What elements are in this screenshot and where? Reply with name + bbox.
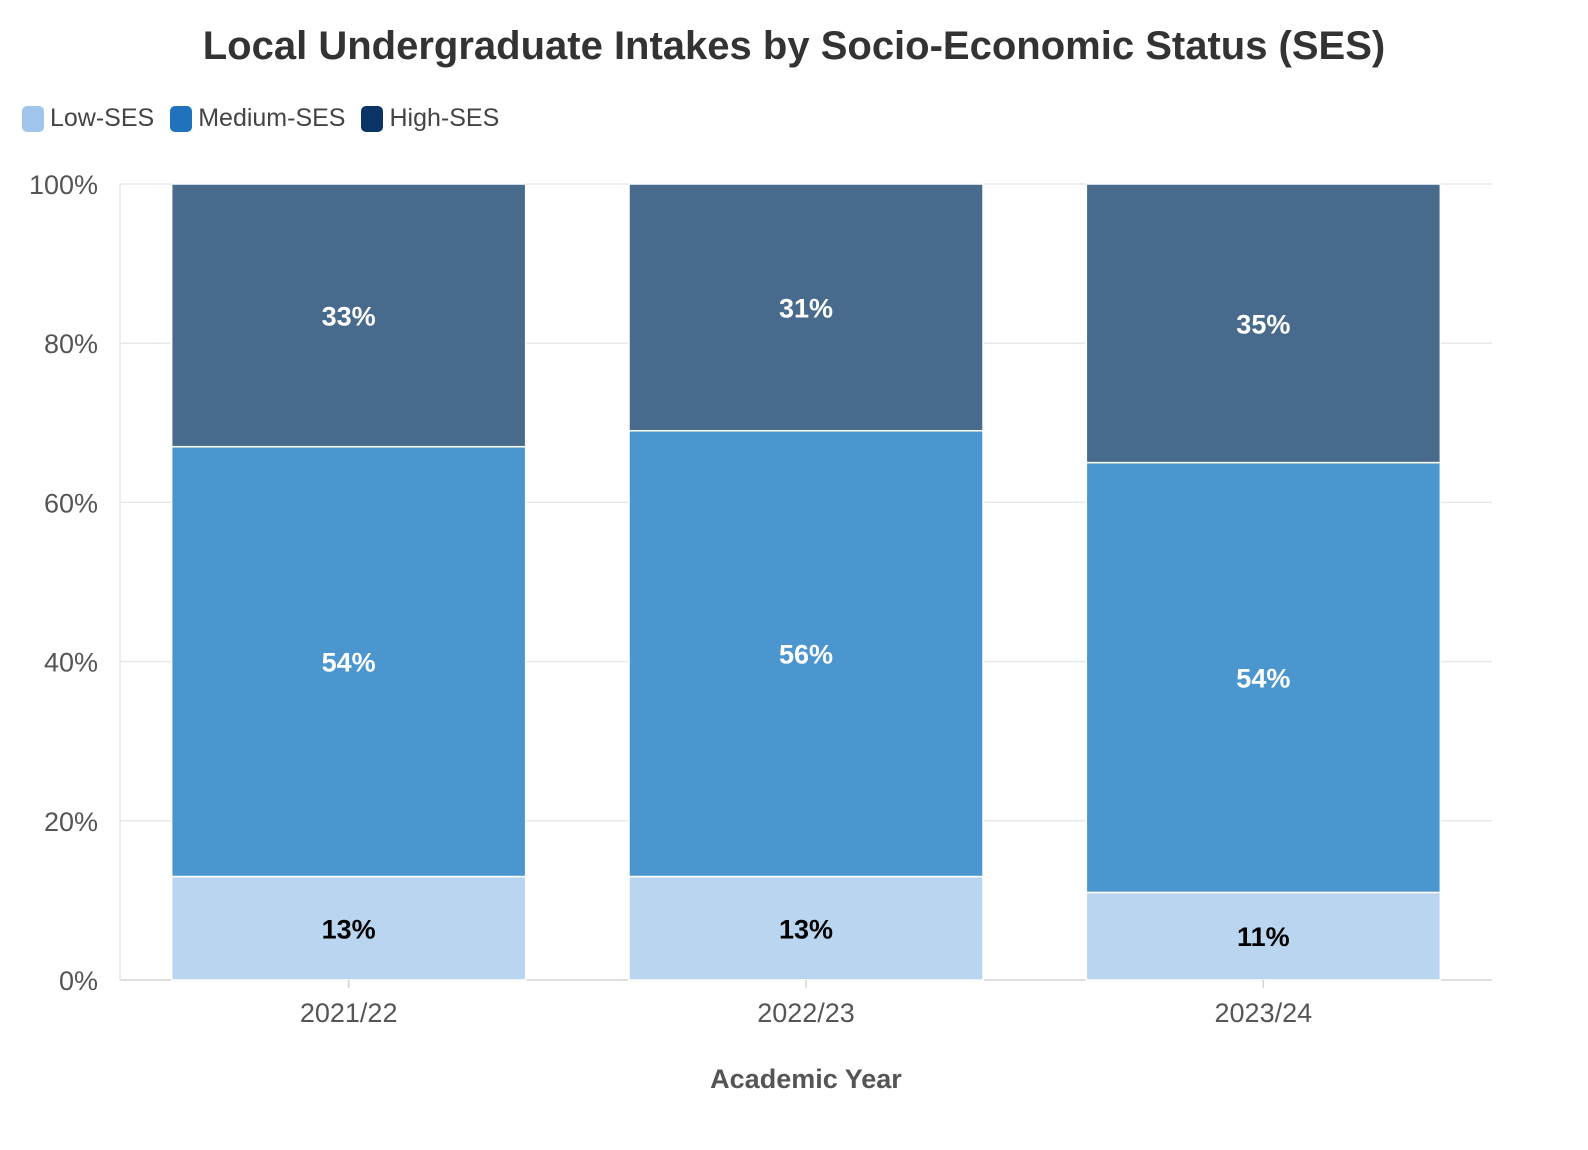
- legend-label-medium-ses: Medium-SES: [198, 104, 346, 132]
- data-label: 13%: [322, 914, 376, 944]
- legend-swatch-high-ses: [361, 105, 384, 132]
- y-tick-label: 40%: [44, 648, 98, 678]
- data-label: 54%: [1236, 664, 1290, 694]
- data-label: 35%: [1236, 309, 1290, 339]
- legend-item-medium-ses[interactable]: Medium-SES: [170, 104, 345, 133]
- legend-item-high-ses[interactable]: High-SES: [361, 104, 499, 133]
- y-tick-label: 20%: [44, 807, 98, 837]
- bar-segment-medium-ses: [170, 445, 527, 878]
- bar-segment-high-ses: [1085, 183, 1442, 464]
- data-label: 11%: [1237, 922, 1290, 952]
- x-tick-label: 2023/24: [1215, 998, 1313, 1028]
- chart-title: Local Undergraduate Intakes by Socio-Eco…: [202, 24, 1386, 68]
- legend-swatch-medium-ses: [170, 105, 193, 132]
- data-label: 33%: [322, 301, 376, 331]
- bar-segment-low-ses: [1085, 891, 1442, 981]
- bar-segment-medium-ses: [628, 430, 984, 878]
- data-label: 31%: [779, 293, 833, 323]
- data-label: 56%: [779, 640, 833, 670]
- legend-swatch-low-ses: [22, 105, 44, 132]
- legend-label-low-ses: Low-SES: [50, 104, 155, 132]
- data-label: 13%: [779, 914, 833, 944]
- data-label: 54%: [322, 648, 376, 678]
- legend-label-high-ses: High-SES: [389, 104, 500, 132]
- bar-segment-high-ses: [628, 183, 984, 432]
- bar-segment-low-ses: [628, 875, 984, 981]
- bar-segment-high-ses: [170, 183, 527, 448]
- y-tick-label: 60%: [44, 488, 98, 518]
- legend: Low-SES Medium-SES High-SES: [22, 104, 499, 133]
- y-tick-label: 100%: [29, 170, 98, 200]
- x-tick-label: 2022/23: [757, 998, 855, 1028]
- bar-segment-low-ses: [170, 875, 527, 981]
- legend-item-low-ses[interactable]: Low-SES: [22, 104, 154, 133]
- x-axis-title: Academic Year: [710, 1064, 902, 1094]
- y-tick-label: 0%: [59, 966, 98, 996]
- y-tick-label: 80%: [44, 329, 98, 359]
- x-tick-label: 2021/22: [300, 998, 398, 1028]
